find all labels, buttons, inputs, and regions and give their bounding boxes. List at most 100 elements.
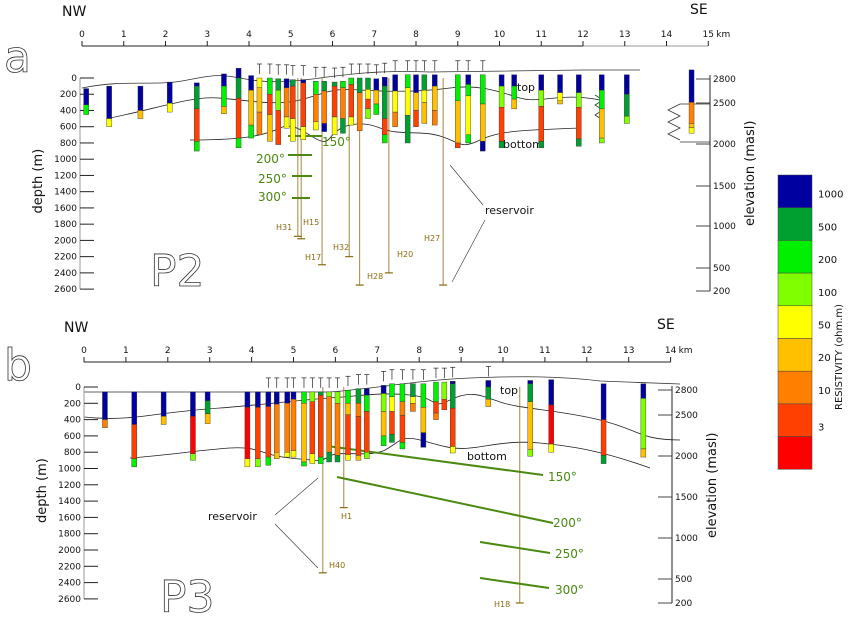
resistivity-layer xyxy=(255,458,261,468)
sounding xyxy=(404,60,411,144)
depth-tick-label: 1200 xyxy=(54,171,77,181)
resistivity-layer xyxy=(267,114,273,142)
resistivity-layer xyxy=(557,92,563,101)
km-tick-label: 7 xyxy=(374,346,380,356)
km-tick-label: 4 xyxy=(246,30,252,40)
km-tick-label: 3 xyxy=(207,346,213,356)
resistivity-layer xyxy=(160,416,167,425)
direction-nw-a: NW xyxy=(62,4,86,20)
depth-tick-label: 2600 xyxy=(58,595,81,605)
elevation-tick-label: 2000 xyxy=(675,452,698,462)
legend-swatch xyxy=(777,174,813,208)
resistivity-layer xyxy=(244,391,251,408)
resistivity-layer xyxy=(235,137,242,149)
sounding xyxy=(640,383,647,458)
top-label-a: top xyxy=(517,81,535,94)
borehole-label: H15 xyxy=(303,218,319,227)
resistivity-layer xyxy=(284,403,290,453)
resistivity-layer xyxy=(688,69,695,103)
resistivity-layer xyxy=(300,82,306,127)
direction-se-b: SE xyxy=(657,317,675,333)
sounding xyxy=(441,367,448,411)
resistivity-layer xyxy=(194,82,200,87)
borehole-label: H1 xyxy=(341,512,352,521)
sounding xyxy=(511,74,517,110)
resistivity-layer xyxy=(340,87,346,119)
depth-tick-label: 400 xyxy=(64,416,81,426)
depth-tick-label: 800 xyxy=(64,448,81,458)
resistivity-layer xyxy=(340,81,346,88)
bottom-label-a: bottom xyxy=(503,138,543,151)
resistivity-layer xyxy=(274,403,280,453)
resistivity-layer xyxy=(404,74,411,88)
top-boundary-b xyxy=(83,393,681,441)
sounding xyxy=(485,366,492,407)
panel-letter-b: b xyxy=(4,340,32,391)
sounding xyxy=(204,391,211,424)
km-tick-label: 9 xyxy=(458,346,464,356)
sounding xyxy=(421,60,428,124)
elevation-tick-label: 200 xyxy=(713,287,730,297)
resistivity-layer xyxy=(326,452,332,463)
resistivity-layer xyxy=(255,407,261,459)
sounding xyxy=(340,66,346,134)
resistivity-layer xyxy=(290,450,297,458)
sounding xyxy=(283,64,290,129)
legend-label: 10 xyxy=(818,386,831,397)
sounding xyxy=(221,73,227,114)
elevation-axis-label: elevation (masl) xyxy=(743,121,758,226)
depth-tick-label: 2400 xyxy=(54,269,77,279)
resistivity-layer xyxy=(392,111,398,127)
sounding xyxy=(248,75,254,139)
resistivity-layer xyxy=(450,407,456,447)
resistivity-layer xyxy=(600,383,607,420)
borehole-label: H28 xyxy=(367,272,383,281)
resistivity-layer xyxy=(190,391,196,417)
resistivity-layer xyxy=(410,383,416,397)
sounding xyxy=(600,383,607,464)
resistivity-layer xyxy=(318,456,324,464)
elevation-tick-label: 500 xyxy=(713,264,730,274)
sounding xyxy=(309,377,316,464)
legend-swatch xyxy=(777,305,813,339)
fault-symbol-a2 xyxy=(667,103,710,143)
resistivity-layer xyxy=(399,415,406,443)
sounding xyxy=(318,377,324,464)
resistivity-layer xyxy=(355,403,362,417)
sounding xyxy=(256,63,263,136)
resistivity-layer xyxy=(334,455,341,463)
resistivity-layer xyxy=(331,81,338,87)
resistivity-layer xyxy=(274,452,280,459)
depth-tick-label: 600 xyxy=(64,432,81,442)
depth-tick-label: 1200 xyxy=(58,481,81,491)
sounding xyxy=(255,391,261,468)
borehole-label: H20 xyxy=(397,250,413,259)
resistivity-layer xyxy=(392,90,398,113)
resistivity-layer xyxy=(538,141,544,149)
resistivity-layer xyxy=(137,85,144,111)
legend-label: 100 xyxy=(818,288,837,299)
resistivity-layer xyxy=(275,110,281,145)
sounding xyxy=(557,74,563,105)
depth-tick-label: 0 xyxy=(75,383,81,393)
resistivity-layer xyxy=(640,448,647,458)
isotherm-lines-b xyxy=(326,445,554,589)
sounding xyxy=(321,66,327,132)
bottom-boundary-b xyxy=(129,437,651,469)
resistivity-layer xyxy=(221,85,227,107)
panel-letter-a: a xyxy=(4,32,31,83)
sounding xyxy=(413,60,419,127)
isotherm-label-150-a: 150° xyxy=(322,135,351,149)
resistivity-layer xyxy=(265,391,272,407)
resistivity-layer xyxy=(235,77,242,99)
isotherm-label-250-b: 250° xyxy=(555,547,584,561)
depth-tick-label: 2200 xyxy=(58,562,81,572)
borehole-label: H31 xyxy=(276,223,292,232)
resistivity-layer xyxy=(599,89,605,110)
resistivity-layer xyxy=(284,452,290,458)
resistivity-layer xyxy=(557,74,563,93)
isotherm-label-250-a: 250° xyxy=(258,172,287,186)
resistivity-layer xyxy=(511,98,517,110)
resistivity-layer xyxy=(365,98,371,110)
sounding xyxy=(275,64,281,145)
